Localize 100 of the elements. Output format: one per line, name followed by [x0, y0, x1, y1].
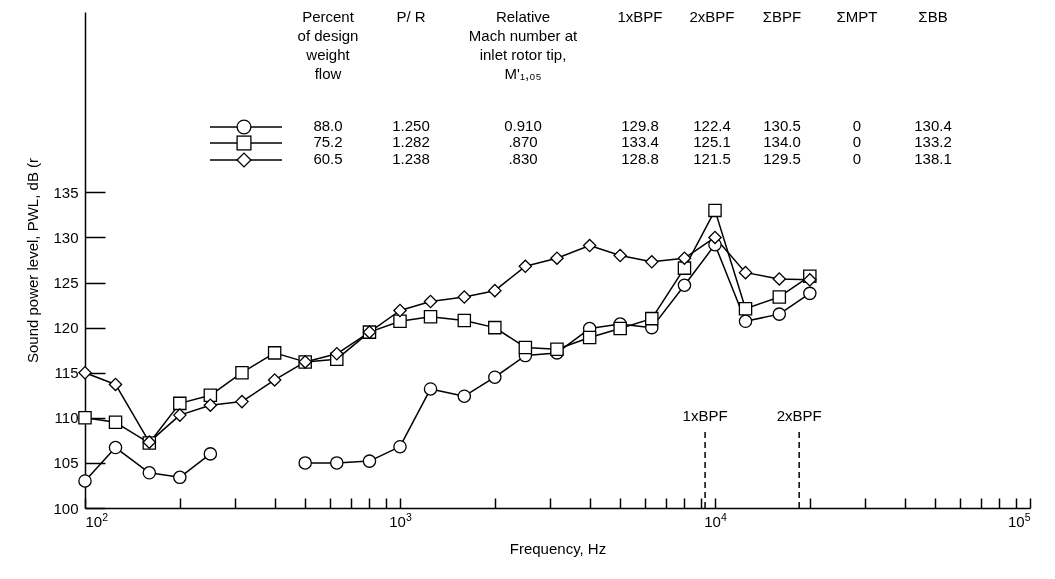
- y-tick-label: 125: [53, 274, 79, 292]
- point: [235, 394, 249, 409]
- x-tick-label: 10$^{5}$: [1007, 510, 1031, 530]
- point: [613, 248, 627, 263]
- x-tick-label: 10$^{3}$: [389, 510, 412, 530]
- ref-line-label: 1xBPF: [682, 407, 728, 424]
- point: [738, 314, 753, 329]
- point: [78, 365, 92, 380]
- point: [550, 342, 564, 357]
- point: [457, 313, 472, 328]
- point: [550, 251, 564, 265]
- point: [235, 365, 249, 380]
- point: [393, 314, 407, 329]
- point: [423, 310, 438, 324]
- annotation: ΣBB: [918, 8, 948, 25]
- annotation: 0: [852, 133, 862, 150]
- annotation: 1.282: [392, 133, 430, 150]
- y-tick-label: 105: [53, 454, 79, 472]
- point: [803, 286, 817, 301]
- legend-title: Percent of design weight flow: [297, 8, 359, 82]
- point: [203, 447, 218, 461]
- point: [78, 411, 92, 425]
- point: [457, 389, 472, 403]
- point: [457, 290, 472, 304]
- point: [393, 303, 407, 318]
- point: [738, 301, 753, 316]
- legend-label: 75.2: [313, 133, 343, 150]
- point: [173, 470, 187, 485]
- point: [645, 255, 659, 269]
- annotation: ΣBPF: [762, 8, 802, 25]
- y-tick-label: 135: [53, 183, 79, 201]
- point: [267, 346, 282, 360]
- annotation: 0.910: [504, 117, 542, 134]
- point: [423, 294, 438, 309]
- annotation: 130.5: [763, 117, 801, 134]
- legend-label: 60.5: [313, 150, 343, 167]
- annotation: 0: [852, 117, 862, 134]
- y-tick-label: 110: [54, 409, 79, 427]
- annotation: Relative Mach number at inlet rotor tip, M'₁,₀₅: [468, 8, 579, 82]
- y-tick-label: 100: [53, 499, 79, 517]
- annotation: 130.4: [914, 117, 952, 134]
- annotation: .870: [508, 133, 538, 150]
- point: [298, 456, 312, 470]
- y-axis-title: Sound power level, PWL, dB (r: [24, 157, 42, 364]
- x-tick-label: 10$^{2}$: [85, 510, 109, 530]
- point: [772, 307, 787, 321]
- point: [488, 370, 502, 384]
- y-tick-label: 120: [53, 319, 79, 337]
- x-axis-title: Frequency, Hz: [509, 539, 607, 557]
- y-tick-label: 115: [54, 364, 79, 382]
- point: [738, 265, 753, 280]
- point: [708, 203, 722, 218]
- point: [677, 251, 692, 265]
- annotation: 1xBPF: [617, 8, 663, 25]
- annotation: 133.2: [914, 133, 952, 150]
- point: [330, 347, 344, 361]
- point: [582, 330, 597, 345]
- point: [488, 283, 502, 298]
- point: [203, 398, 218, 412]
- annotation: 133.4: [621, 133, 659, 150]
- point: [613, 321, 627, 336]
- annotation: 1.250: [392, 117, 430, 134]
- point: [518, 340, 533, 355]
- point: [772, 290, 787, 304]
- x-tick-label: 10$^{4}$: [704, 510, 727, 530]
- annotation: 138.1: [914, 150, 952, 167]
- annotation: 2xBPF: [689, 8, 735, 25]
- annotation: .830: [508, 150, 538, 167]
- annotation: 125.1: [693, 133, 731, 150]
- annotation: 121.5: [693, 150, 731, 167]
- annotation: 129.8: [621, 117, 659, 134]
- point: [803, 273, 817, 287]
- annotation: 0: [852, 150, 862, 167]
- point: [78, 474, 92, 488]
- annotation: P/ R: [396, 8, 426, 25]
- point: [203, 388, 218, 403]
- point: [362, 454, 377, 468]
- point: [142, 466, 157, 480]
- ref-line-label: 2xBPF: [776, 407, 822, 424]
- annotation: ΣMPT: [836, 8, 878, 25]
- point: [488, 320, 502, 335]
- annotation: 1.238: [392, 150, 430, 167]
- point: [267, 373, 282, 387]
- point: [708, 230, 722, 245]
- annotation: 128.8: [621, 150, 659, 167]
- point: [518, 259, 533, 274]
- annotation: 134.0: [763, 133, 801, 150]
- annotation: 129.5: [763, 150, 801, 167]
- point: [108, 440, 123, 455]
- point: [645, 311, 659, 326]
- point: [330, 456, 344, 470]
- point: [393, 439, 407, 454]
- point: [677, 261, 692, 275]
- point: [108, 415, 123, 430]
- y-tick-label: 130: [53, 228, 79, 246]
- point: [423, 382, 438, 396]
- annotation: 122.4: [693, 117, 731, 134]
- legend-label: 88.0: [313, 117, 343, 134]
- point: [173, 396, 187, 411]
- point: [677, 278, 692, 293]
